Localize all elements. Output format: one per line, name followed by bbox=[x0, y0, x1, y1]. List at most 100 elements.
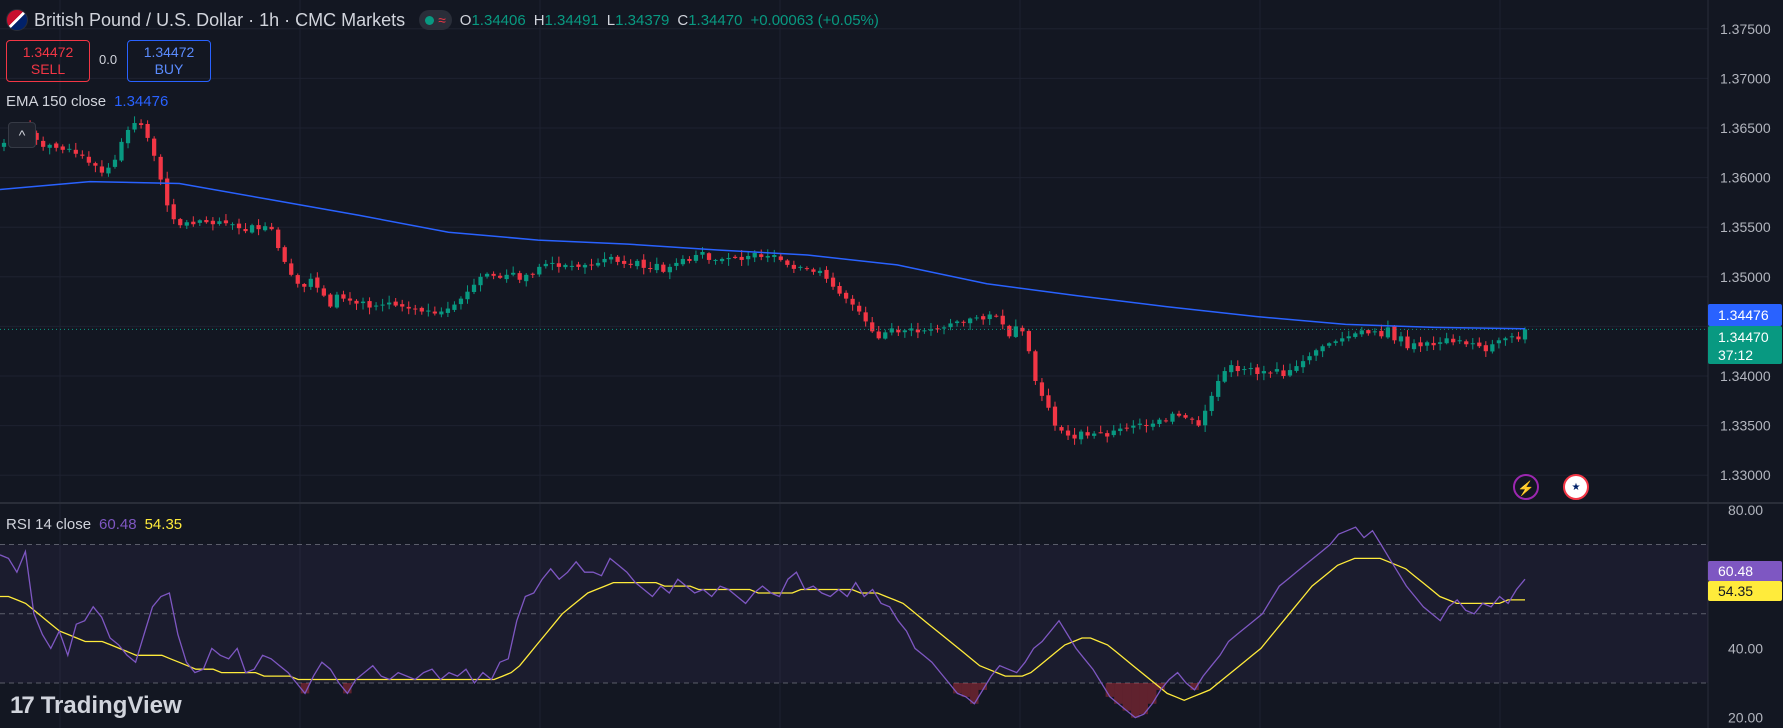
rsi-oversold-fill bbox=[978, 683, 988, 690]
chevron-up-icon[interactable]: ^ bbox=[8, 122, 36, 148]
rsi-legend-value: 60.48 bbox=[99, 516, 137, 533]
rsi-line bbox=[0, 526, 1526, 719]
candle-body bbox=[302, 283, 307, 287]
candle-body bbox=[119, 141, 124, 161]
candle-body bbox=[739, 256, 744, 260]
candle-body bbox=[1065, 430, 1071, 436]
candle-body bbox=[843, 292, 849, 299]
rsi-oversold-fill bbox=[343, 683, 352, 694]
candle-body bbox=[817, 270, 823, 274]
rsi-axis-label: 40.00 bbox=[1728, 640, 1763, 656]
candle-body bbox=[1144, 424, 1149, 426]
tradingview-logo[interactable]: 17 TradingView bbox=[10, 692, 182, 720]
candle-body bbox=[1118, 428, 1123, 432]
sell-button[interactable]: 1.34472 SELL bbox=[6, 40, 90, 82]
rsi-legend-label: RSI 14 close bbox=[6, 516, 92, 533]
candle-body bbox=[1000, 315, 1005, 325]
candle-body bbox=[191, 221, 196, 225]
candle-body bbox=[1411, 343, 1417, 350]
candle-body bbox=[106, 167, 111, 174]
ema-legend-value: 1.34476 bbox=[114, 93, 169, 110]
candle-body bbox=[432, 311, 437, 314]
candle-body bbox=[896, 329, 901, 333]
candle-body bbox=[1059, 427, 1064, 431]
candle-body bbox=[1392, 326, 1397, 341]
price-axis-label: 1.36500 bbox=[1720, 120, 1771, 136]
candle-body bbox=[1163, 420, 1169, 422]
candle-body bbox=[262, 226, 268, 231]
last-price-tag: 1.34470 37:12 bbox=[1708, 326, 1782, 364]
candle-body bbox=[1085, 432, 1090, 436]
candle-body bbox=[765, 255, 770, 258]
candle-body bbox=[1268, 372, 1273, 374]
candle-body bbox=[935, 328, 940, 330]
us-flag-icon[interactable]: ★ bbox=[1563, 474, 1589, 500]
candle-body bbox=[132, 123, 137, 130]
candle-body bbox=[276, 229, 281, 249]
candle-body bbox=[1209, 395, 1214, 412]
rsi-oversold-fill bbox=[1156, 683, 1165, 690]
candle-body bbox=[289, 263, 294, 275]
candle-body bbox=[34, 132, 39, 140]
candle-body bbox=[1307, 356, 1312, 361]
candle-body bbox=[511, 272, 516, 275]
candle-body bbox=[622, 260, 627, 264]
candle-body bbox=[1105, 433, 1110, 437]
candle-body bbox=[1261, 371, 1267, 374]
candle-body bbox=[641, 259, 646, 268]
rsi-ma-legend-value: 54.35 bbox=[144, 516, 183, 533]
candle-body bbox=[504, 274, 509, 280]
candle-body bbox=[497, 275, 503, 278]
candle-body bbox=[230, 224, 235, 226]
candle-body bbox=[282, 247, 287, 262]
candle-body bbox=[1033, 351, 1038, 381]
candle-body bbox=[1137, 423, 1142, 425]
candle-body bbox=[1183, 415, 1188, 418]
candle-body bbox=[341, 294, 346, 299]
candle-body bbox=[125, 129, 131, 144]
candle-body bbox=[426, 310, 431, 312]
candle-body bbox=[1189, 418, 1195, 420]
candle-body bbox=[400, 304, 405, 307]
candle-body bbox=[158, 156, 163, 180]
candle-body bbox=[1072, 434, 1077, 439]
candle-body bbox=[759, 254, 764, 257]
candle-body bbox=[968, 318, 973, 324]
candle-body bbox=[1320, 346, 1325, 352]
candle-body bbox=[1235, 366, 1240, 372]
candle-body bbox=[1098, 432, 1103, 434]
candle-body bbox=[1052, 406, 1058, 426]
candle-body bbox=[236, 223, 242, 229]
candle-body bbox=[863, 312, 868, 322]
candle-body bbox=[145, 123, 150, 138]
candle-body bbox=[249, 225, 255, 233]
candle-body bbox=[876, 331, 881, 339]
candle-body bbox=[850, 298, 855, 305]
rsi-legend[interactable]: RSI 14 close 60.48 54.35 bbox=[6, 516, 182, 533]
rsi-oversold-fill bbox=[1147, 683, 1157, 704]
candle-body bbox=[746, 255, 751, 260]
symbol-title[interactable]: British Pound / U.S. Dollar · 1h · CMC M… bbox=[34, 9, 406, 30]
bar-countdown: 37:12 bbox=[1718, 347, 1754, 363]
candle-body bbox=[1131, 425, 1136, 428]
candle-body bbox=[1248, 368, 1253, 370]
buy-button[interactable]: 1.34472 BUY bbox=[127, 40, 211, 82]
rsi-oversold-fill bbox=[1114, 683, 1123, 704]
ema-legend[interactable]: EMA 150 close 1.34476 bbox=[6, 93, 168, 110]
candle-body bbox=[373, 305, 379, 307]
candle-body bbox=[524, 274, 529, 282]
candle-body bbox=[93, 163, 98, 166]
rsi-ma-value-tag: 54.35 bbox=[1708, 581, 1782, 601]
candle-body bbox=[706, 253, 712, 260]
lightning-icon[interactable]: ⚡ bbox=[1513, 474, 1539, 500]
candle-body bbox=[393, 301, 398, 306]
candle-body bbox=[654, 263, 659, 271]
candle-body bbox=[981, 316, 986, 320]
candle-body bbox=[1418, 342, 1423, 347]
last-price-value: 1.34470 bbox=[1718, 329, 1769, 345]
candle-body bbox=[67, 148, 72, 150]
price-axis-label: 1.33500 bbox=[1720, 418, 1771, 434]
candle-body bbox=[295, 275, 300, 284]
market-status[interactable]: ≈ bbox=[419, 10, 452, 30]
